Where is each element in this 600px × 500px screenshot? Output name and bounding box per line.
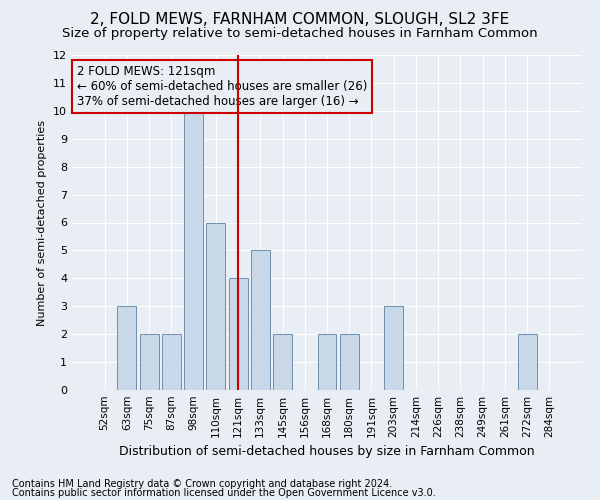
Bar — [518, 334, 536, 390]
Text: Contains HM Land Registry data © Crown copyright and database right 2024.: Contains HM Land Registry data © Crown c… — [12, 479, 392, 489]
Bar — [118, 306, 136, 390]
Bar — [340, 334, 359, 390]
Y-axis label: Number of semi-detached properties: Number of semi-detached properties — [37, 120, 47, 326]
X-axis label: Distribution of semi-detached houses by size in Farnham Common: Distribution of semi-detached houses by … — [119, 446, 535, 458]
Text: Size of property relative to semi-detached houses in Farnham Common: Size of property relative to semi-detach… — [62, 28, 538, 40]
Bar — [162, 334, 181, 390]
Bar — [229, 278, 248, 390]
Bar — [140, 334, 158, 390]
Text: Contains public sector information licensed under the Open Government Licence v3: Contains public sector information licen… — [12, 488, 436, 498]
Bar — [251, 250, 270, 390]
Text: 2, FOLD MEWS, FARNHAM COMMON, SLOUGH, SL2 3FE: 2, FOLD MEWS, FARNHAM COMMON, SLOUGH, SL… — [91, 12, 509, 28]
Bar — [317, 334, 337, 390]
Bar — [184, 111, 203, 390]
Bar — [384, 306, 403, 390]
Bar — [273, 334, 292, 390]
Bar — [206, 222, 225, 390]
Text: 2 FOLD MEWS: 121sqm
← 60% of semi-detached houses are smaller (26)
37% of semi-d: 2 FOLD MEWS: 121sqm ← 60% of semi-detach… — [77, 65, 367, 108]
